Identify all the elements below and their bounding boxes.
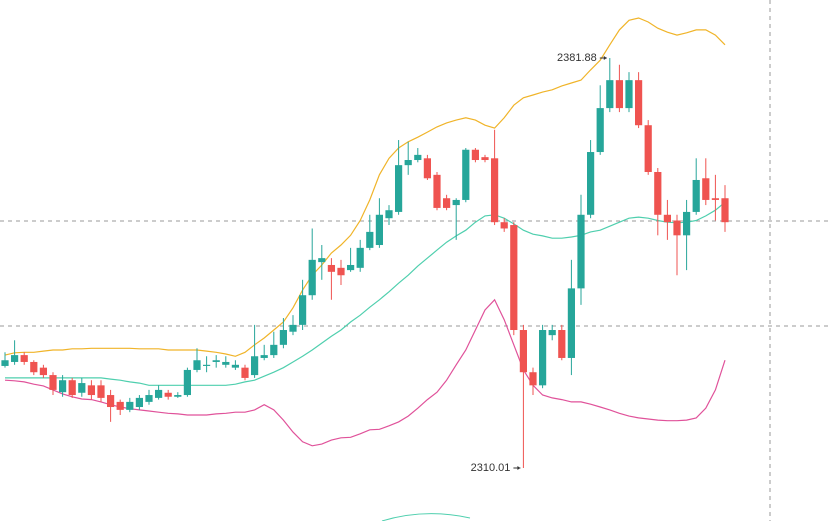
candle-body: [299, 295, 307, 325]
candle-body: [289, 324, 297, 332]
candle-body: [155, 389, 163, 398]
candle-body: [308, 259, 316, 296]
candle-body: [702, 178, 710, 200]
candle-body: [30, 361, 38, 373]
annotation-label: 2310.01: [471, 462, 511, 474]
candle-body: [654, 171, 662, 215]
candle-body: [567, 288, 575, 358]
annotation-arrowhead: [603, 56, 607, 61]
band-line: [4, 298, 726, 447]
candle-body: [615, 80, 623, 109]
candle-body: [145, 395, 153, 402]
candle-body: [721, 198, 729, 223]
candle-body: [423, 158, 431, 179]
candle-body: [174, 395, 182, 397]
candle-body: [87, 385, 95, 396]
candle-body: [395, 165, 403, 212]
candle-body: [222, 361, 230, 365]
candle-body: [433, 174, 441, 208]
candle-body: [126, 401, 134, 410]
candle-body: [529, 372, 537, 386]
candle-body: [318, 258, 326, 263]
candle-body: [251, 356, 259, 376]
candle-body: [711, 198, 719, 200]
candle-body: [241, 367, 249, 378]
band-line: [4, 17, 726, 357]
candle-body: [481, 157, 489, 161]
candle-body: [577, 214, 585, 289]
candle-body: [116, 401, 124, 410]
candle-body: [203, 364, 211, 366]
candle-body: [366, 231, 374, 248]
candle-body: [107, 395, 115, 408]
candle-body: [375, 214, 383, 246]
candle-body: [97, 385, 105, 398]
candle-body: [663, 214, 671, 223]
candle-body: [279, 330, 287, 345]
candle-body: [78, 383, 86, 393]
candle-body: [635, 80, 643, 126]
candle-body: [558, 330, 566, 358]
candle-body: [193, 360, 201, 370]
candle-body: [68, 380, 76, 396]
candle-body: [270, 344, 278, 356]
candle-body: [443, 198, 451, 208]
annotations: 2381.88 2310.01: [471, 52, 607, 474]
candle-body: [644, 125, 652, 172]
candle-body: [337, 267, 345, 276]
candle-body: [510, 225, 518, 331]
candle-body: [59, 380, 67, 393]
candle-body: [164, 392, 172, 397]
candle-body: [20, 355, 28, 362]
candle-body: [356, 247, 364, 268]
candle-body: [471, 149, 479, 161]
candle-body: [500, 222, 508, 229]
candle-body: [327, 264, 335, 272]
candle-body: [1, 360, 9, 366]
candle-body: [414, 154, 422, 161]
candle-body: [606, 80, 614, 109]
candle-body: [212, 360, 220, 362]
candle-body: [347, 264, 355, 271]
candle-body: [462, 149, 470, 200]
candle-body: [539, 330, 547, 386]
candle-body: [692, 179, 700, 212]
candles: [1, 58, 729, 469]
candle-body: [673, 220, 681, 236]
candle-body: [11, 355, 19, 362]
candle-body: [385, 210, 393, 219]
band-line: [5, 201, 726, 386]
candle-body: [596, 108, 604, 153]
candle-body: [519, 330, 527, 373]
annotation-arrowhead: [517, 466, 521, 471]
candle-body: [587, 152, 595, 215]
candle-body: [260, 355, 268, 358]
candle-body: [625, 80, 633, 109]
candle-body: [231, 364, 239, 368]
candle-body: [135, 397, 143, 408]
indicator-line: [381, 513, 471, 521]
candle-body: [683, 211, 691, 236]
candle-body: [548, 330, 556, 336]
candle-body: [39, 367, 47, 376]
candle-body: [452, 199, 460, 206]
candle-body: [183, 369, 191, 396]
annotation-label: 2381.88: [557, 52, 597, 64]
candle-body: [404, 160, 412, 166]
bands: [4, 17, 726, 447]
candle-body: [49, 375, 57, 390]
candle-body: [491, 158, 499, 223]
